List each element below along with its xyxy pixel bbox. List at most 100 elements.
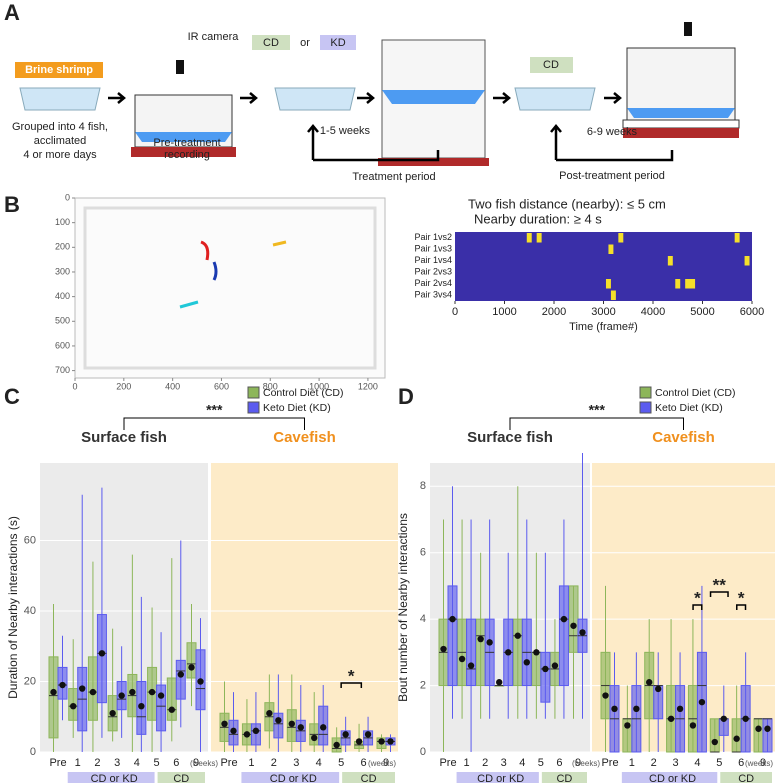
label-box [252, 35, 290, 50]
y-tick-label: 600 [55, 340, 70, 350]
y-tick-label: 100 [55, 217, 70, 227]
legend-label: Keto Diet (KD) [655, 402, 723, 414]
event [610, 290, 616, 300]
event [536, 233, 542, 243]
y-tick-label: 300 [55, 266, 70, 276]
mean [387, 738, 394, 745]
label: KD [330, 37, 345, 49]
x-tick-label: 200 [116, 381, 131, 391]
period-bar [342, 772, 395, 783]
label-box [530, 57, 573, 73]
mean [602, 692, 609, 699]
mean [542, 665, 549, 673]
legend-label: Keto Diet (KD) [263, 402, 331, 414]
mean [221, 720, 228, 728]
x-tick-label: 400 [165, 381, 180, 391]
sig-bracket [509, 417, 684, 430]
y-tick-label: 60 [24, 534, 36, 546]
group-title: Cavefish [273, 429, 336, 446]
box [175, 659, 186, 700]
camera [176, 60, 184, 74]
floor [627, 108, 735, 118]
y-tick-label: 2 [420, 679, 426, 691]
legend-label: Control Diet (CD) [655, 387, 736, 399]
mean [342, 731, 349, 738]
box [709, 718, 720, 753]
text: Post-treatment period [559, 170, 665, 182]
mean [50, 688, 57, 696]
x-tick-label: Pre [439, 757, 456, 769]
x-tick-label: 4 [316, 757, 322, 769]
period-bar [720, 772, 772, 783]
period-label: CD [738, 773, 754, 783]
base [378, 158, 489, 166]
base [622, 119, 740, 129]
mean [311, 734, 318, 742]
mean [467, 662, 475, 669]
legend-swatch [639, 386, 652, 399]
mean [458, 655, 466, 663]
text: Treatment period [352, 171, 435, 183]
y-tick-label: 0 [65, 192, 70, 202]
mean [720, 715, 727, 722]
box [475, 618, 486, 687]
y-tick-label: 200 [55, 242, 70, 252]
mean [496, 679, 503, 686]
period-label: CD or KD [649, 773, 696, 783]
panel-label: C [4, 384, 20, 409]
x-tick-label: Pre [601, 757, 618, 769]
sig-bracket [736, 604, 747, 610]
x-unit: (weeks) [368, 759, 396, 768]
x-tick-label: 4 [134, 757, 140, 769]
period-bar [621, 772, 718, 783]
x-unit: (weeks) [572, 759, 600, 768]
box [568, 585, 579, 653]
box [48, 656, 59, 739]
x-tick-label: 6 [361, 757, 367, 769]
x-tick-label: 2 [94, 757, 100, 769]
mean [129, 688, 136, 696]
mean [378, 738, 385, 745]
mean [288, 720, 295, 728]
x-tick-label: 5 [154, 757, 160, 769]
x-tick-label: 6000 [740, 306, 764, 318]
mean [711, 738, 718, 746]
text: recording [164, 149, 210, 161]
y-tick-label: 40 [24, 605, 36, 617]
row-label: Pair 1vs3 [414, 244, 452, 254]
mean [689, 722, 697, 729]
period-label: CD [361, 773, 377, 783]
group-title: Surface fish [81, 429, 167, 446]
mean [188, 664, 195, 671]
box [540, 651, 551, 703]
period-bar [241, 772, 340, 783]
arrow [604, 92, 622, 104]
x-tick-label: 9 [383, 757, 389, 769]
x-tick-label: 3 [501, 757, 507, 769]
bracket [307, 124, 440, 162]
sig-bracket [340, 682, 363, 688]
text: 4 or more days [23, 149, 97, 161]
row-label: Pair 2vs3 [414, 267, 452, 277]
x-tick-label: 4 [694, 757, 700, 769]
trajectory [179, 300, 199, 309]
sig-bracket [123, 417, 305, 430]
y-tick-label: 0 [420, 746, 426, 758]
mean [655, 685, 662, 693]
event [605, 279, 611, 289]
period-label: CD or KD [270, 773, 317, 783]
label-box [320, 35, 356, 50]
y-tick-label: 4 [420, 613, 426, 625]
mean [118, 692, 125, 699]
mean [98, 650, 106, 657]
x-tick-label: Pre [49, 757, 66, 769]
box [96, 614, 107, 704]
row-label: Pair 1vs2 [414, 232, 452, 242]
x-tick-label: 1 [629, 757, 635, 769]
sig-label: ** [713, 575, 727, 594]
box [166, 677, 177, 721]
mean [533, 649, 540, 656]
x-tick-label: 3000 [591, 306, 615, 318]
mean [252, 727, 260, 735]
